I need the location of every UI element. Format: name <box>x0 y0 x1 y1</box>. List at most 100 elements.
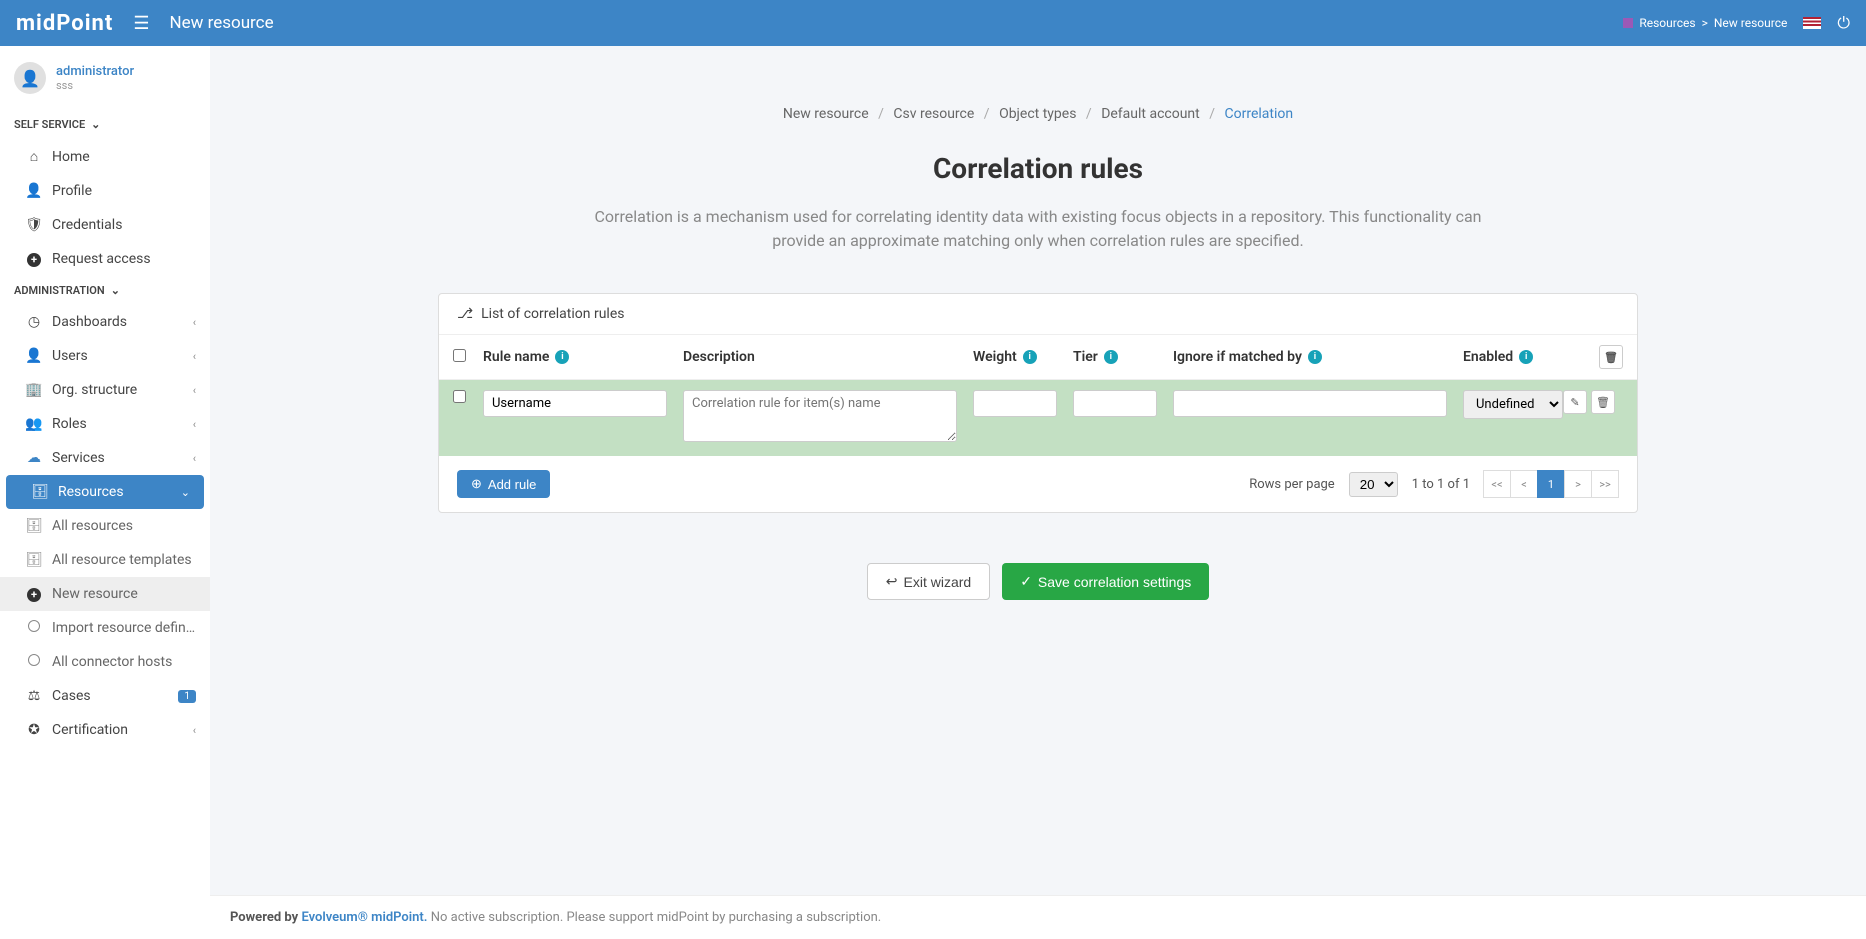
rule-weight-input[interactable] <box>973 390 1057 417</box>
nav-label: Services <box>52 450 193 466</box>
rule-desc-input[interactable] <box>683 390 957 442</box>
page-first-button[interactable]: << <box>1483 470 1511 498</box>
gavel-icon: ⚖ <box>24 688 44 704</box>
breadcrumb-top-item[interactable]: Resources <box>1639 16 1695 30</box>
breadcrumb-item[interactable]: Csv resource <box>893 106 974 122</box>
nav-label: All connector hosts <box>52 654 196 670</box>
badge: 1 <box>178 690 196 703</box>
exit-wizard-button[interactable]: ↩ Exit wizard <box>867 563 990 600</box>
rule-name-input[interactable] <box>483 390 667 417</box>
button-label: Save correlation settings <box>1038 574 1191 590</box>
card-title: List of correlation rules <box>481 306 624 322</box>
power-icon[interactable]: ⏻ <box>1837 13 1850 33</box>
breadcrumb-item[interactable]: Default account <box>1101 106 1200 122</box>
user-block[interactable]: 👤 administrator sss <box>0 46 210 110</box>
nav-services[interactable]: ☁ Services ‹ <box>0 441 210 475</box>
nav-roles[interactable]: 👥 Roles ‹ <box>0 407 210 441</box>
select-all-checkbox[interactable] <box>453 349 466 362</box>
pagination: Rows per page 20 1 to 1 of 1 << < 1 > >> <box>1249 470 1619 498</box>
exit-icon: ↩ <box>886 573 898 590</box>
page-last-button[interactable]: >> <box>1591 470 1619 498</box>
chevron-left-icon: ‹ <box>193 724 196 737</box>
breadcrumb-item[interactable]: Object types <box>999 106 1076 122</box>
home-icon: ⌂ <box>24 148 44 165</box>
section-self-service[interactable]: SELF SERVICE ⌄ <box>0 110 210 139</box>
nav-connector-hosts[interactable]: All connector hosts <box>0 645 210 679</box>
page-prev-button[interactable]: < <box>1510 470 1538 498</box>
chevron-left-icon: ‹ <box>193 384 196 397</box>
nav-label: Request access <box>52 251 196 267</box>
top-bar: midPoint ☰ New resource Resources > New … <box>0 0 1866 46</box>
flag-icon[interactable] <box>1803 17 1821 29</box>
breadcrumb-item[interactable]: New resource <box>783 106 869 122</box>
info-icon[interactable]: i <box>1023 350 1037 364</box>
section-label: ADMINISTRATION <box>14 284 105 297</box>
delete-row-button[interactable]: 🗑 <box>1591 390 1615 414</box>
nav-request-access[interactable]: + Request access <box>0 242 210 276</box>
nav-org[interactable]: 🏢 Org. structure ‹ <box>0 373 210 407</box>
row-checkbox[interactable] <box>453 390 466 403</box>
nav-import-def[interactable]: Import resource definit… <box>0 611 210 645</box>
chevron-left-icon: ‹ <box>193 316 196 329</box>
chevron-down-icon: ⌄ <box>111 284 120 297</box>
nav-label: All resources <box>52 518 196 534</box>
delete-all-button[interactable]: 🗑 <box>1599 345 1623 369</box>
table-row: Undefined ✎ 🗑 <box>439 380 1637 456</box>
plus-circle-icon: + <box>24 251 44 267</box>
main-title: Correlation rules <box>250 152 1826 185</box>
nav-label: Dashboards <box>52 314 193 330</box>
menu-toggle-icon[interactable]: ☰ <box>133 13 149 34</box>
circle-icon <box>24 620 44 636</box>
info-icon[interactable]: i <box>1519 350 1533 364</box>
add-rule-button[interactable]: ⊕ Add rule <box>457 470 550 498</box>
footer-powered: Powered by <box>230 910 301 925</box>
chevron-left-icon: ‹ <box>193 418 196 431</box>
rules-table: Rule namei Description Weighti Tieri Ign… <box>439 335 1637 456</box>
nav-label: Home <box>52 149 196 165</box>
rule-ignore-input[interactable] <box>1173 390 1447 417</box>
rule-tier-input[interactable] <box>1073 390 1157 417</box>
card-header: ⎇ List of correlation rules <box>439 294 1637 335</box>
rows-per-page-label: Rows per page <box>1249 477 1335 492</box>
rows-per-page-select[interactable]: 20 <box>1349 472 1398 497</box>
nav-home[interactable]: ⌂ Home <box>0 139 210 174</box>
nav-all-resources[interactable]: 🗄 All resources <box>0 509 210 543</box>
main-description: Correlation is a mechanism used for corr… <box>588 205 1488 253</box>
nav-dashboards[interactable]: ◷ Dashboards ‹ <box>0 305 210 339</box>
info-icon[interactable]: i <box>1104 350 1118 364</box>
chevron-down-icon: ⌄ <box>181 486 190 499</box>
section-label: SELF SERVICE <box>14 118 85 131</box>
breadcrumb-top-item[interactable]: New resource <box>1714 16 1788 30</box>
nav-new-resource[interactable]: + New resource <box>0 577 210 611</box>
nav-users[interactable]: 👤 Users ‹ <box>0 339 210 373</box>
breadcrumb-sep: / <box>878 106 884 122</box>
footer-link[interactable]: Evolveum® midPoint. <box>301 910 427 925</box>
nav-resources[interactable]: 🗄 Resources ⌄ <box>6 475 204 509</box>
nav-credentials[interactable]: 🛡 Credentials <box>0 208 210 242</box>
nav-label: Certification <box>52 722 193 738</box>
page-info: 1 to 1 of 1 <box>1412 477 1470 492</box>
nav-certification[interactable]: ✪ Certification ‹ <box>0 713 210 747</box>
database-icon: 🗄 <box>30 484 50 500</box>
page-next-button[interactable]: > <box>1564 470 1592 498</box>
breadcrumb-current: Correlation <box>1225 106 1294 122</box>
breadcrumb-sep: / <box>1209 106 1215 122</box>
breadcrumb-top: Resources > New resource <box>1623 16 1787 30</box>
nav-label: Import resource definit… <box>52 620 196 636</box>
breadcrumb-sep: > <box>1702 16 1708 30</box>
nav-cases[interactable]: ⚖ Cases 1 <box>0 679 210 713</box>
nav-profile[interactable]: 👤 Profile <box>0 174 210 208</box>
page-number-button[interactable]: 1 <box>1537 470 1565 498</box>
info-icon[interactable]: i <box>1308 350 1322 364</box>
nav-all-templates[interactable]: 🗄 All resource templates <box>0 543 210 577</box>
chevron-left-icon: ‹ <box>193 350 196 363</box>
info-icon[interactable]: i <box>555 350 569 364</box>
breadcrumb-icon <box>1623 18 1633 28</box>
rule-enabled-select[interactable]: Undefined <box>1463 390 1563 419</box>
save-button[interactable]: ✓ Save correlation settings <box>1002 563 1209 600</box>
page-title: New resource <box>169 13 273 33</box>
branch-icon: ⎇ <box>457 306 473 322</box>
action-buttons: ↩ Exit wizard ✓ Save correlation setting… <box>250 563 1826 600</box>
section-administration[interactable]: ADMINISTRATION ⌄ <box>0 276 210 305</box>
edit-row-button[interactable]: ✎ <box>1563 390 1587 414</box>
